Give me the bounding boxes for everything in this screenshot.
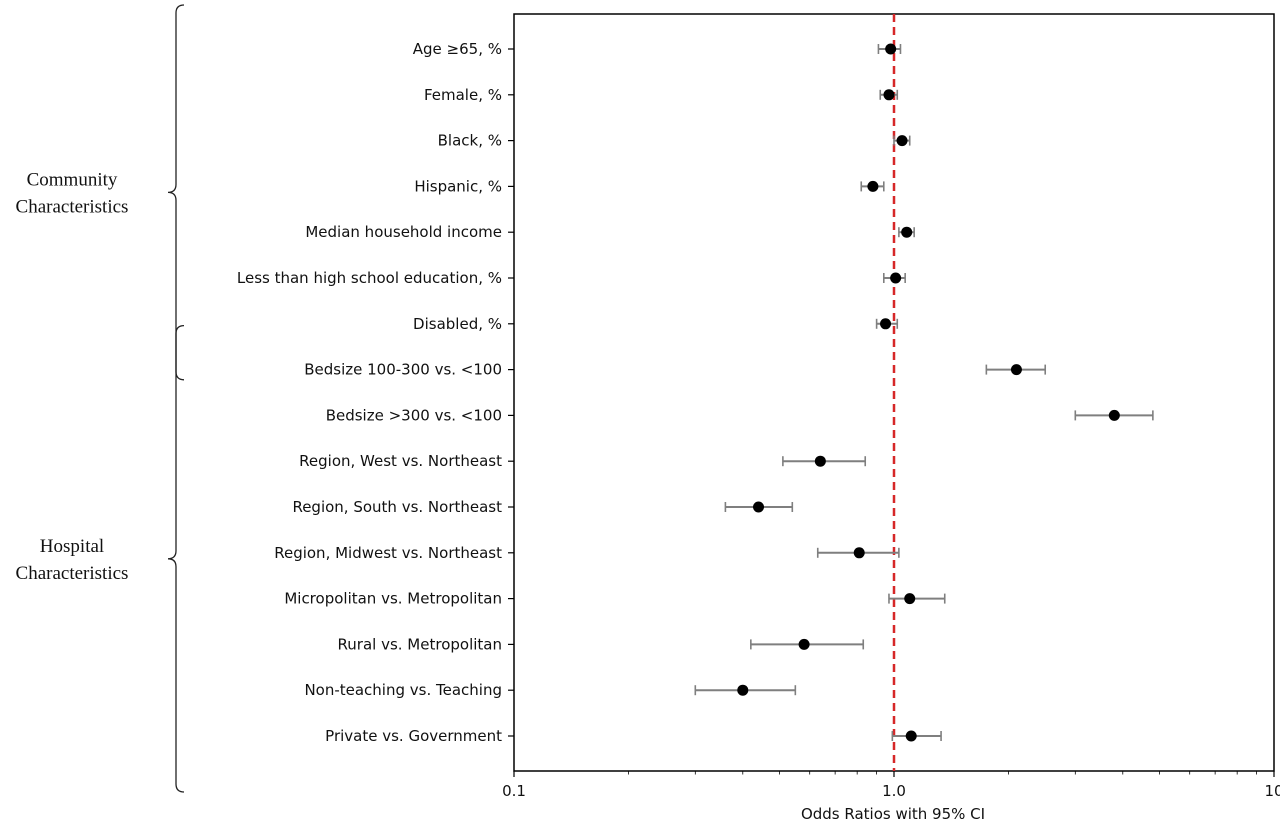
row-label: Rural vs. Metropolitan — [338, 635, 502, 653]
odds-ratio-point — [901, 226, 913, 238]
row-label: Private vs. Government — [325, 727, 502, 745]
x-tick-label: 10 — [1264, 782, 1280, 800]
group-annotations: Community Characteristics Hospital Characte… — [16, 4, 185, 793]
odds-ratio-point — [880, 318, 892, 330]
plot-area — [513, 13, 1275, 772]
group-label: Hospital — [40, 536, 104, 557]
row-label: Hispanic, % — [414, 177, 502, 195]
row-labels: Age ≥65, % Female, % Black, % Hispanic, % Me… — [237, 40, 514, 745]
odds-ratio-point — [890, 272, 902, 284]
row-label: Black, % — [438, 132, 502, 150]
x-axis-label: Odds Ratios with 95% CI — [801, 805, 985, 823]
row-label: Less than high school education, % — [237, 269, 502, 287]
row-label: Bedsize 100-300 vs. <100 — [304, 361, 502, 379]
odds-ratio-point — [883, 89, 895, 101]
group-label: Community — [27, 169, 118, 190]
odds-ratio-point — [1010, 364, 1022, 376]
row-label: Disabled, % — [413, 315, 502, 333]
group-label: Characteristics — [16, 196, 129, 217]
odds-ratio-point — [853, 547, 865, 559]
row-label: Median household income — [305, 223, 502, 241]
row-label: Female, % — [424, 86, 502, 104]
odds-ratio-point — [904, 593, 916, 605]
x-axis-ticks: 0.1 1.0 10 — [502, 771, 1280, 800]
group-brace — [167, 4, 185, 381]
row-label: Non-teaching vs. Teaching — [304, 681, 502, 699]
odds-ratio-point — [896, 135, 908, 147]
odds-ratio-point — [737, 684, 749, 696]
row-label: Region, South vs. Northeast — [292, 498, 502, 516]
group-label: Characteristics — [16, 563, 129, 584]
row-label: Age ≥65, % — [413, 40, 502, 58]
group-brace — [167, 324, 185, 793]
odds-ratio-point — [798, 638, 810, 650]
odds-ratio-point — [814, 455, 826, 467]
data-marks — [694, 43, 1154, 742]
x-tick-label: 0.1 — [502, 782, 526, 800]
odds-ratio-point — [885, 43, 897, 55]
row-label: Region, Midwest vs. Northeast — [274, 544, 502, 562]
row-label: Micropolitan vs. Metropolitan — [284, 590, 502, 608]
odds-ratio-point — [753, 501, 765, 513]
row-label: Bedsize >300 vs. <100 — [326, 406, 502, 424]
odds-ratio-point — [867, 180, 879, 192]
x-tick-label: 1.0 — [882, 782, 906, 800]
odds-ratio-point — [905, 730, 917, 742]
row-label: Region, West vs. Northeast — [299, 452, 502, 470]
odds-ratio-point — [1108, 409, 1120, 421]
